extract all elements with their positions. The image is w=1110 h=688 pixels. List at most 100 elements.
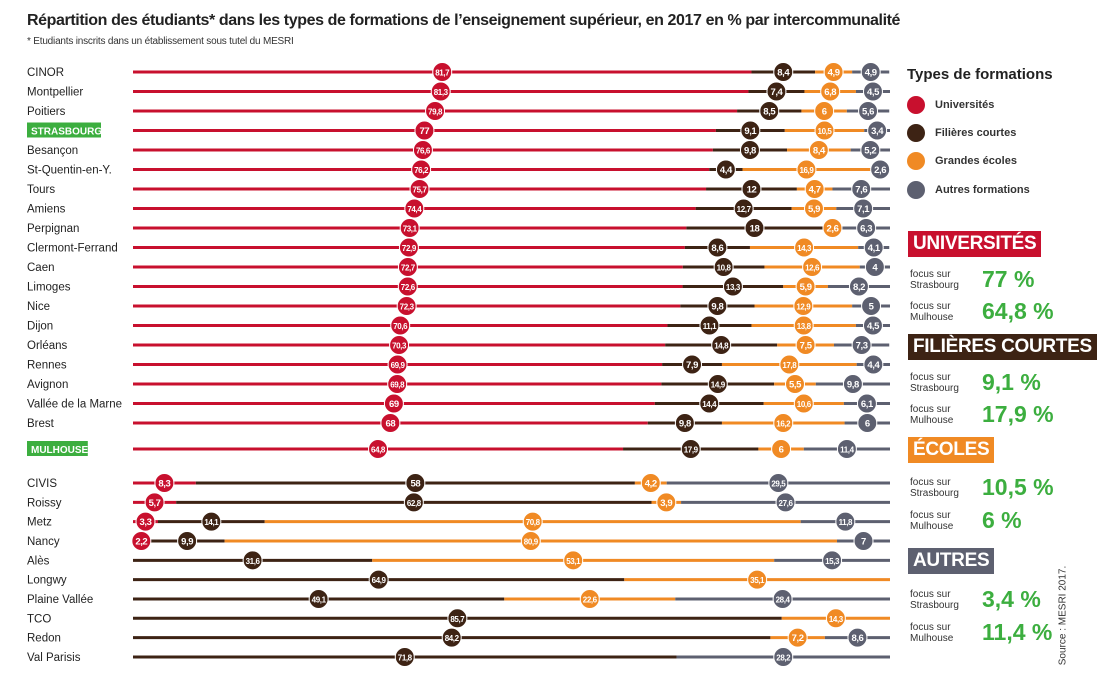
value-dot-filieres-courtes (699, 315, 720, 336)
row-label: Orléans (27, 340, 68, 352)
data-label: 4,2 (645, 479, 657, 490)
focus-mulhouse: focus sur Mulhouse 6 % (910, 507, 1022, 534)
legend-swatch (907, 181, 925, 199)
data-label: 8,2 (853, 282, 865, 293)
data-label: 31,6 (246, 557, 261, 566)
data-label: 72,3 (400, 303, 415, 312)
focus-label: focus sur Strasbourg (910, 588, 959, 611)
row-label: Brest (27, 418, 55, 430)
value-dot-filieres-courtes (707, 237, 728, 258)
legend-swatch (907, 124, 925, 142)
value-dot-universites (380, 413, 401, 433)
focus-value: 17,9 % (982, 401, 1054, 427)
value-dot-autres-formations (853, 530, 874, 551)
data-label: 75,7 (413, 186, 428, 195)
chart-subtitle: * Etudiants inscrits dans un établisseme… (27, 36, 294, 47)
value-dot-grandes-ecoles (820, 81, 841, 102)
value-dot-filieres-courtes (740, 120, 761, 141)
row-label: Roissy (27, 497, 62, 509)
data-label: 69,9 (391, 361, 406, 370)
data-label: 9,8 (711, 302, 723, 313)
row-label: Nancy (27, 536, 60, 548)
data-label: 12,7 (737, 205, 752, 214)
focus-label: focus sur Mulhouse (910, 509, 954, 532)
value-dot-grandes-ecoles (640, 473, 661, 493)
value-dot-universites (404, 198, 425, 219)
focus-label: focus sur Strasbourg (910, 371, 959, 394)
row-label: Nice (27, 301, 50, 313)
legend-title: Types de formations (907, 66, 1053, 83)
data-label: 49,1 (312, 595, 327, 604)
value-dot-autres-formations (864, 257, 885, 277)
value-dot-filieres-courtes (766, 81, 787, 102)
value-dot-filieres-courtes (773, 62, 794, 82)
data-label: 76,6 (416, 147, 431, 156)
value-dot-universites (389, 335, 410, 355)
value-dot-autres-formations (862, 315, 883, 336)
data-label: 7,5 (800, 341, 813, 352)
data-label: 2,2 (135, 536, 147, 547)
value-dot-autres-formations (863, 354, 884, 375)
value-dot-autres-formations (836, 439, 857, 459)
value-dot-universites (387, 374, 408, 394)
data-label: 28,4 (776, 595, 791, 604)
focus-value: 9,1 % (982, 369, 1041, 395)
value-dot-grandes-ecoles (563, 550, 584, 571)
row-label: Clermont-Ferrand (27, 243, 118, 255)
row-label: Amiens (27, 204, 66, 216)
value-dot-autres-formations (851, 335, 872, 355)
data-label: 14,1 (204, 518, 219, 527)
data-label: 8,6 (711, 243, 723, 254)
data-label: 70,8 (526, 518, 541, 527)
row-label: Poitiers (27, 106, 66, 118)
value-dot-grandes-ecoles (520, 530, 541, 551)
focus-label: focus sur Strasbourg (910, 268, 959, 291)
focus-value: 11,4 % (982, 619, 1053, 645)
data-label: 12,6 (805, 264, 820, 273)
data-label: 69,8 (390, 381, 405, 390)
data-label: 53,1 (566, 557, 581, 566)
row-label: Plaine Vallée (27, 594, 93, 606)
value-dot-grandes-ecoles (822, 218, 843, 238)
data-label: 73,1 (403, 225, 418, 234)
data-label: 5,2 (864, 146, 876, 157)
data-label: 7,1 (857, 204, 870, 215)
data-label: 7 (861, 536, 866, 547)
value-dot-universites (411, 159, 432, 180)
row-label: Limoges (27, 282, 71, 294)
data-label: 14,3 (797, 244, 812, 253)
data-label: 17,9 (684, 446, 699, 455)
data-label: 69 (389, 399, 399, 410)
legend-label: Universités (935, 99, 995, 111)
legend-label: Grandes écoles (935, 155, 1017, 167)
data-label: 72,6 (401, 283, 416, 292)
value-dot-grandes-ecoles (579, 588, 600, 609)
row-label: St-Quentin-en-Y. (27, 165, 112, 177)
value-dot-grandes-ecoles (784, 374, 805, 394)
value-dot-autres-formations (853, 198, 874, 219)
focus-label: focus sur Mulhouse (910, 403, 954, 426)
focus-strasbourg: focus sur Strasbourg 9,1 % (910, 369, 1041, 396)
data-label: 12 (747, 185, 757, 196)
data-label: 7,9 (686, 360, 698, 371)
data-label: 14,8 (714, 342, 729, 351)
focus-label: focus sur Mulhouse (910, 621, 954, 644)
row-label: Besançon (27, 145, 78, 157)
row-label: Vallée de la Marne (27, 399, 122, 411)
legend-label: Autres formations (935, 184, 1030, 196)
focus-value: 77 % (982, 266, 1035, 292)
value-dot-autres-formations (860, 62, 881, 82)
value-dot-grandes-ecoles (803, 198, 824, 219)
value-dot-universites (144, 492, 165, 513)
value-dot-autres-formations (862, 81, 883, 102)
source-note: Source : MESRI 2017. (1057, 565, 1069, 666)
data-label: 9,8 (679, 419, 691, 430)
highlight-badge (27, 441, 88, 456)
value-dot-filieres-courtes (699, 393, 720, 414)
value-dot-filieres-courtes (403, 492, 424, 513)
value-dot-autres-formations (775, 492, 796, 513)
data-label: 71,8 (398, 653, 413, 662)
value-dot-universites (399, 218, 420, 238)
value-dot-filieres-courtes (242, 550, 263, 571)
data-label: 64,9 (372, 576, 387, 585)
